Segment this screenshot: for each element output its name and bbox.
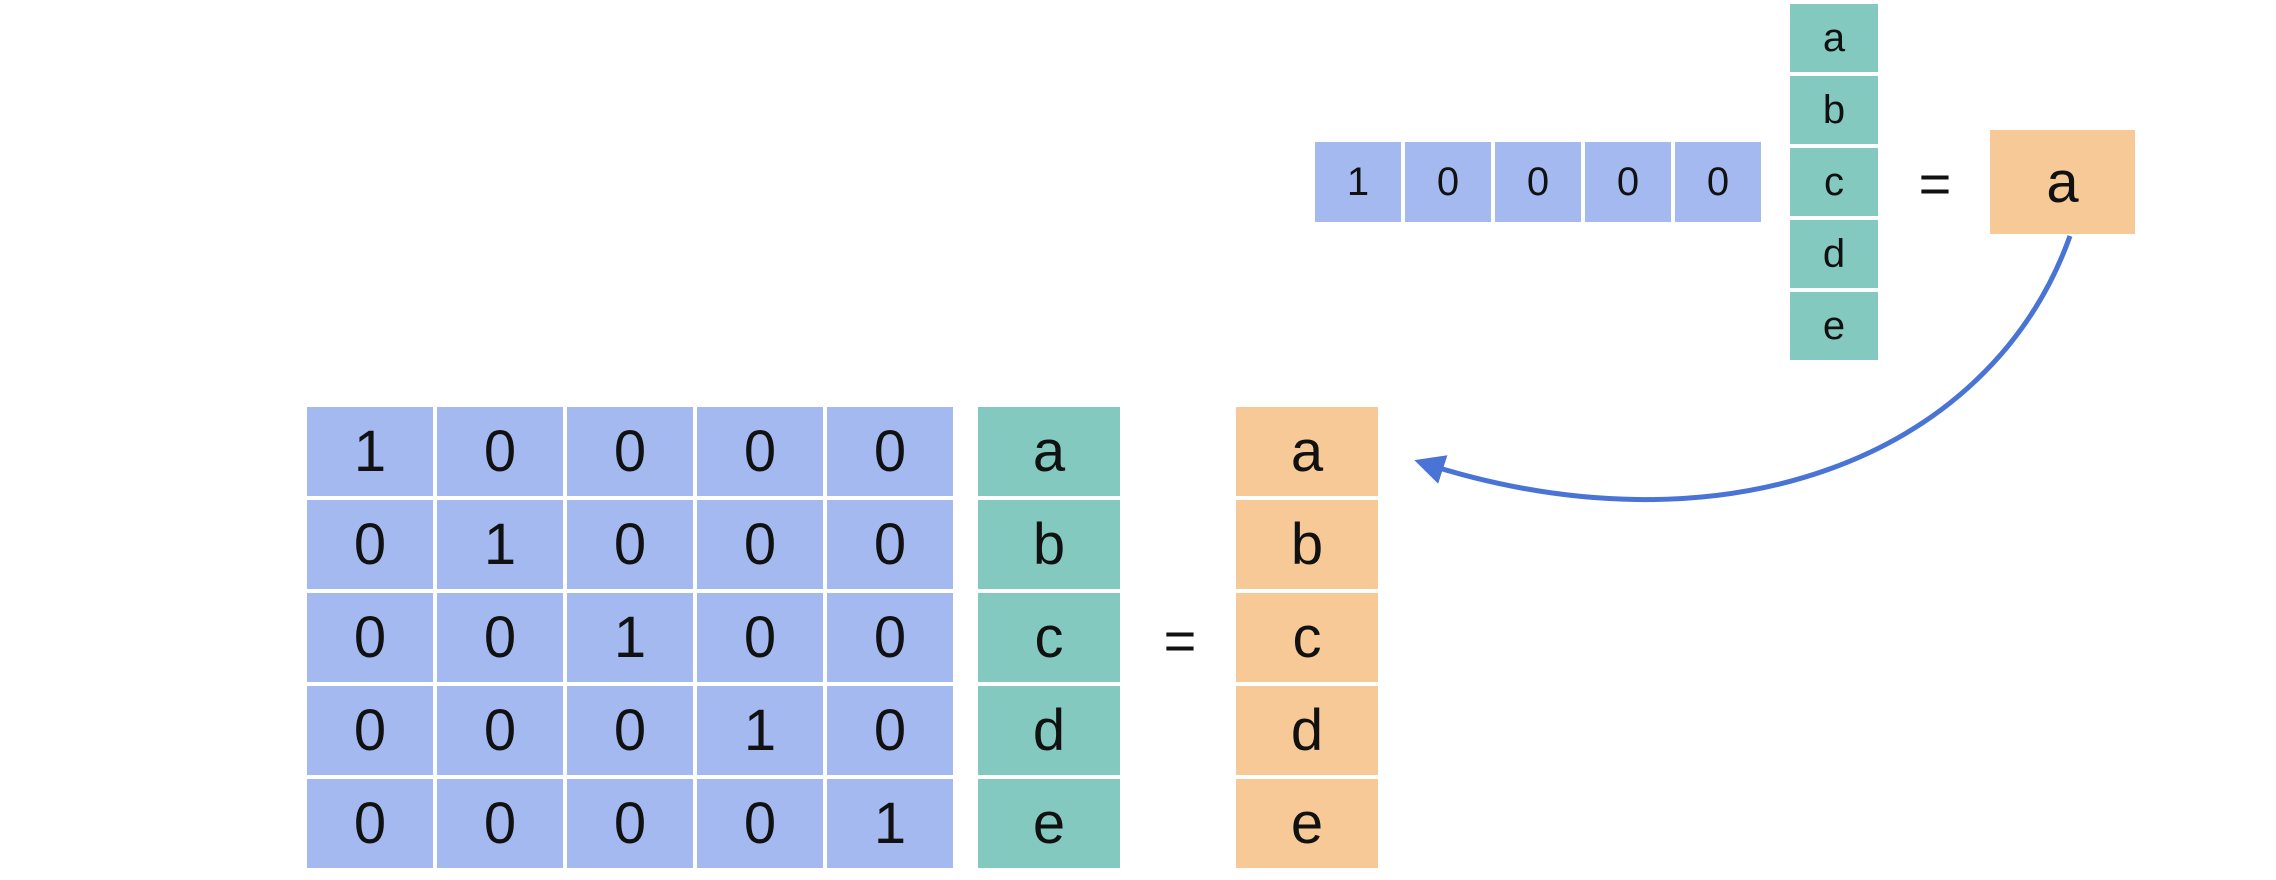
column-vector-cell: d bbox=[1790, 220, 1878, 288]
matrix-cell: 0 bbox=[827, 593, 953, 682]
matrix-cell: 0 bbox=[437, 593, 563, 682]
matrix-cell: 1 bbox=[697, 686, 823, 775]
result-cell-top: a bbox=[1990, 130, 2135, 234]
column-vector-cell: c bbox=[978, 593, 1120, 682]
matrix-cell: 0 bbox=[307, 500, 433, 589]
matrix-cell: 1 bbox=[437, 500, 563, 589]
row-vector-cell: 0 bbox=[1585, 142, 1671, 222]
matrix-cell: 0 bbox=[307, 686, 433, 775]
column-vector-cell: e bbox=[978, 779, 1120, 868]
result-vector-cell: e bbox=[1236, 779, 1378, 868]
matrix-cell: 1 bbox=[827, 779, 953, 868]
column-vector-cell: b bbox=[1790, 76, 1878, 144]
row-vector-cell: 1 bbox=[1315, 142, 1401, 222]
curved-arrow-path bbox=[1414, 235, 2073, 503]
matrix-cell: 0 bbox=[827, 407, 953, 496]
column-vector-cell: d bbox=[978, 686, 1120, 775]
result-vector-cell: a bbox=[1236, 407, 1378, 496]
matrix-cell: 0 bbox=[307, 593, 433, 682]
matrix-cell: 0 bbox=[697, 593, 823, 682]
equals-sign-top: = bbox=[1918, 151, 1952, 215]
matrix-cell: 0 bbox=[827, 686, 953, 775]
matrix-cell: 0 bbox=[697, 779, 823, 868]
matrix-cell: 0 bbox=[567, 686, 693, 775]
result-vector-cell: c bbox=[1236, 593, 1378, 682]
column-vector-cell: a bbox=[978, 407, 1120, 496]
result-vector-cell: d bbox=[1236, 686, 1378, 775]
equals-sign-bottom: = bbox=[1163, 608, 1197, 672]
matrix-cell: 0 bbox=[437, 779, 563, 868]
matrix-cell: 1 bbox=[307, 407, 433, 496]
matrix-cell: 0 bbox=[437, 686, 563, 775]
matrix-cell: 0 bbox=[697, 407, 823, 496]
column-vector-cell: e bbox=[1790, 292, 1878, 360]
column-vector-cell: a bbox=[1790, 4, 1878, 72]
matrix-cell: 1 bbox=[567, 593, 693, 682]
matrix-cell: 0 bbox=[567, 500, 693, 589]
row-vector-cell: 0 bbox=[1675, 142, 1761, 222]
matrix-cell: 0 bbox=[697, 500, 823, 589]
matrix-cell: 0 bbox=[307, 779, 433, 868]
matrix-cell: 0 bbox=[827, 500, 953, 589]
column-vector-cell: b bbox=[978, 500, 1120, 589]
row-vector-cell: 0 bbox=[1495, 142, 1581, 222]
result-vector-cell: b bbox=[1236, 500, 1378, 589]
matrix-cell: 0 bbox=[567, 779, 693, 868]
matrix-cell: 0 bbox=[567, 407, 693, 496]
column-vector-cell: c bbox=[1790, 148, 1878, 216]
row-vector-cell: 0 bbox=[1405, 142, 1491, 222]
matrix-cell: 0 bbox=[437, 407, 563, 496]
